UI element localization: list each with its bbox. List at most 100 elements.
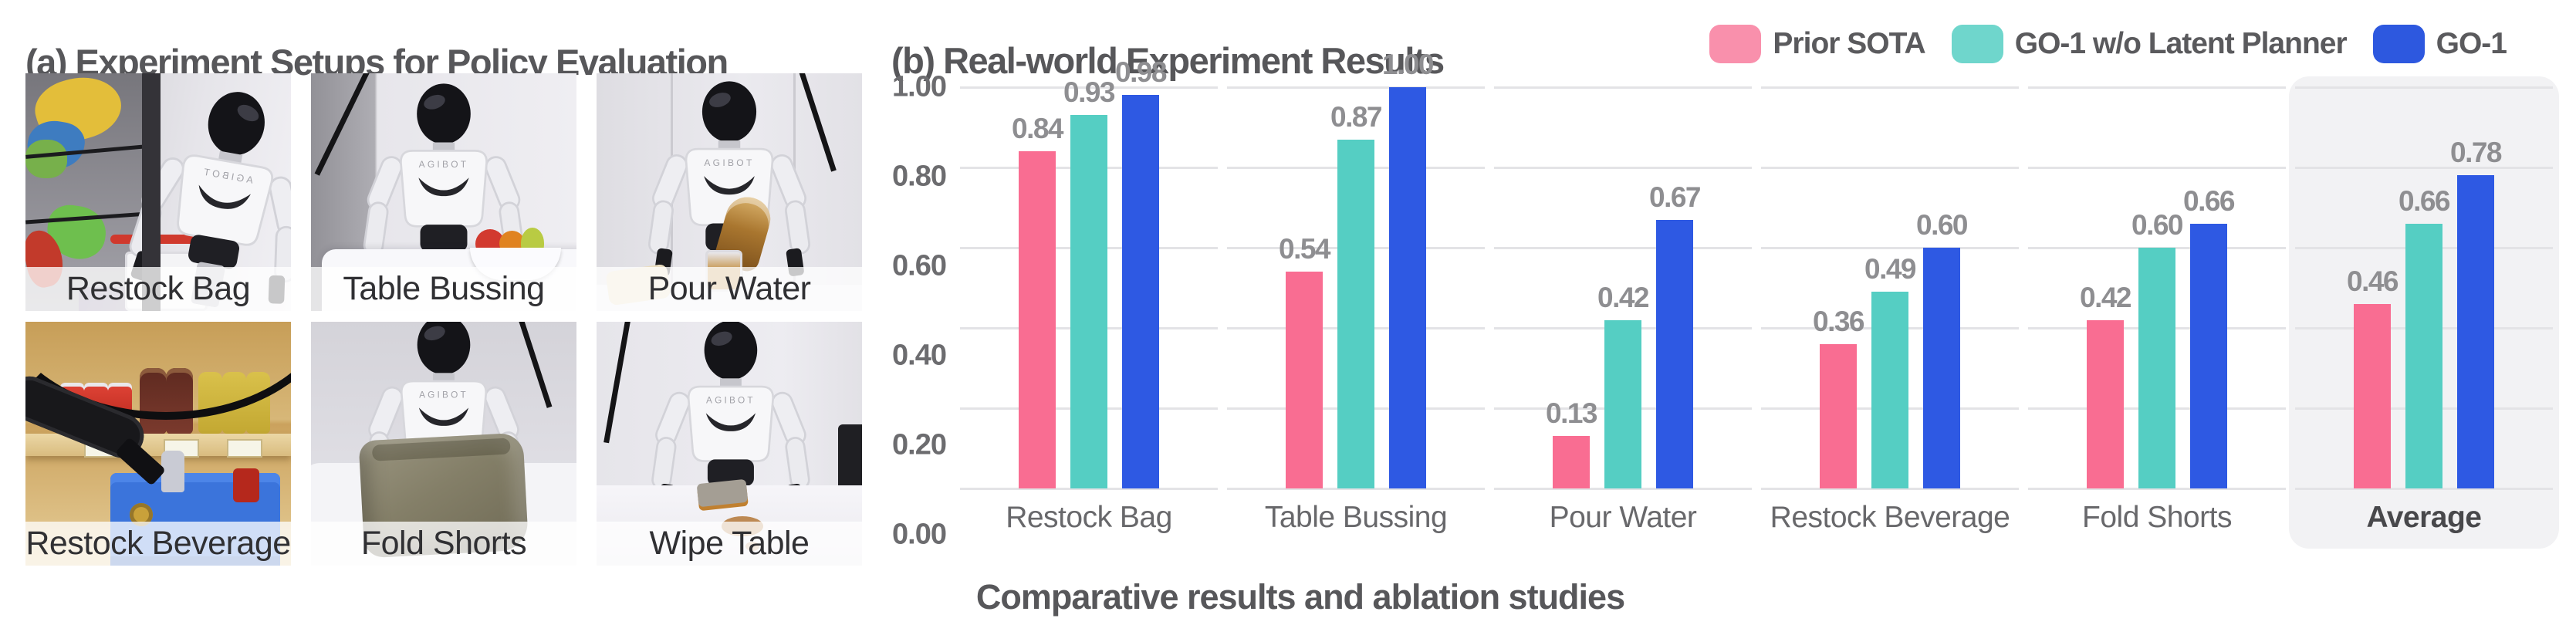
- bar-go-1-pour-water: 0.67: [1649, 181, 1702, 488]
- cable-decor: [25, 322, 291, 421]
- plot-area: 0.84 0.93 0.98 Restock Bag 0.54 0.87 1.00 Table…: [960, 49, 2559, 549]
- category-grid: 0.42 0.60 0.66: [2028, 86, 2286, 490]
- bar-value-label: 0.78: [2449, 137, 2503, 169]
- legend-swatch: [1709, 25, 1762, 63]
- gridline: [2295, 86, 2553, 89]
- gridline: [960, 487, 1218, 490]
- photo-label: Table Bussing: [311, 267, 576, 311]
- chart-legend: Prior SOTA GO-1 w/o Latent Planner GO-1: [1709, 25, 2507, 63]
- y-tick-label: 0.00: [892, 518, 947, 551]
- category-panel-restock-beverage: 0.36 0.49 0.60 Restock Beverage: [1761, 86, 2019, 535]
- bar-go-1-w-o-latent-planner-restock-bag: 0.93: [1063, 76, 1116, 488]
- bar-go-1-w-o-latent-planner-table-bussing: 0.87: [1330, 101, 1383, 488]
- bar-value-label: 0.54: [1278, 233, 1331, 265]
- category-label: Restock Bag: [1006, 501, 1172, 534]
- photo-restock-bag: Restock Bag: [25, 73, 291, 311]
- photo-pour-water: Pour Water: [597, 73, 862, 311]
- bar-value-label: 0.67: [1648, 181, 1702, 213]
- bar-prior-sota-restock-bag: 0.84: [1012, 113, 1064, 488]
- y-tick-label: 1.00: [892, 70, 947, 103]
- y-tick-label: 0.80: [892, 160, 947, 193]
- gridline: [1761, 86, 2019, 89]
- bar-prior-sota-pour-water: 0.13: [1546, 397, 1598, 488]
- y-tick-label: 0.40: [892, 339, 947, 372]
- panel-b-title: (b) Real-world Experiment Results: [891, 40, 1445, 81]
- bar-go-1-restock-beverage: 0.60: [1916, 209, 1969, 488]
- category-label: Table Bussing: [1264, 501, 1448, 534]
- category-panel-pour-water: 0.13 0.42 0.67 Pour Water: [1494, 86, 1752, 535]
- legend-label: Prior SOTA: [1773, 27, 1925, 60]
- bar-prior-sota-table-bussing: 0.54: [1279, 233, 1331, 488]
- waistband-decor: [371, 438, 511, 461]
- category-label: Fold Shorts: [2082, 501, 2232, 534]
- bar-group: 0.36 0.49 0.60: [1761, 87, 2019, 488]
- bar-value-label: 0.84: [1011, 113, 1064, 145]
- bar-go-1-average: 0.78: [2450, 137, 2503, 488]
- gridline: [960, 86, 1218, 89]
- gridline: [1494, 86, 1752, 89]
- gridline: [1761, 246, 2019, 249]
- gridline: [2028, 166, 2286, 169]
- legend-label: GO-1 w/o Latent Planner: [2014, 27, 2348, 60]
- bar-go-1-table-bussing: 1.00: [1382, 49, 1435, 488]
- bar-chart: 1.00 0.80 0.60 0.40 0.20 0.00 0.84 0.93 0.98 Res…: [872, 49, 2559, 551]
- category-grid: 0.84 0.93 0.98: [960, 56, 1218, 490]
- gridline: [1227, 86, 1485, 89]
- bar-value-label: 0.46: [2346, 265, 2399, 297]
- category-label: Restock Beverage: [1770, 501, 2010, 534]
- photo-label: Restock Beverage: [25, 522, 291, 566]
- crate-can-decor: [232, 468, 259, 502]
- legend-item-go-1-w-o-latent-planner: GO-1 w/o Latent Planner: [1951, 25, 2348, 63]
- category-grid: 0.54 0.87 1.00: [1227, 49, 1485, 490]
- bar-value-label: 0.49: [1864, 253, 1917, 286]
- snack-bag-decor: [25, 140, 67, 178]
- bar-value-label: 0.13: [1545, 397, 1598, 430]
- bar-value-label: 0.93: [1063, 76, 1116, 109]
- bar-go-1-fold-shorts: 0.66: [2183, 185, 2236, 488]
- bar-value-label: 0.36: [1812, 305, 1865, 337]
- gridline: [2028, 487, 2286, 490]
- bar-value-label: 0.66: [2182, 184, 2236, 217]
- photo-fold-shorts: Fold Shorts: [311, 322, 576, 566]
- photo-wipe-table: Wipe Table: [597, 322, 862, 566]
- photo-grid: Restock Bag Table Bussing Pour Water: [25, 73, 862, 566]
- photo-label: Restock Bag: [25, 267, 291, 311]
- category-panel-fold-shorts: 0.42 0.60 0.66 Fold Shorts: [2028, 86, 2286, 535]
- legend-item-prior-sota: Prior SOTA: [1709, 25, 1926, 63]
- bar-value-label: 0.42: [2079, 281, 2132, 313]
- bar-group: 0.46 0.66 0.78: [2295, 87, 2553, 488]
- price-tag-decor: [227, 438, 263, 458]
- category-panel-restock-bag: 0.84 0.93 0.98 Restock Bag: [960, 56, 1218, 535]
- category-panel-average: 0.46 0.66 0.78 Average: [2289, 76, 2559, 549]
- photo-label: Fold Shorts: [311, 522, 576, 566]
- bar-value-label: 0.98: [1114, 56, 1168, 89]
- bar-value-label: 1.00: [1381, 49, 1435, 80]
- gridline: [2295, 166, 2553, 169]
- crate-bottle-decor: [161, 451, 185, 493]
- gridline: [2028, 86, 2286, 89]
- gridline: [1227, 487, 1485, 490]
- category-panel-table-bussing: 0.54 0.87 1.00 Table Bussing: [1227, 49, 1485, 535]
- bar-value-label: 0.66: [2398, 184, 2451, 217]
- y-tick-label: 0.60: [892, 249, 947, 282]
- bar-group: 0.42 0.60 0.66: [2028, 87, 2286, 488]
- bar-prior-sota-restock-beverage: 0.36: [1813, 306, 1865, 488]
- legend-swatch: [1951, 25, 2003, 63]
- bar-go-1-w-o-latent-planner-restock-beverage: 0.49: [1864, 253, 1917, 488]
- gridline: [1494, 166, 1752, 169]
- bar-go-1-restock-bag: 0.98: [1115, 56, 1168, 488]
- bar-group: 0.13 0.42 0.67: [1494, 87, 1752, 488]
- chart-caption: Comparative results and ablation studies: [975, 577, 1625, 617]
- bar-group: 0.54 0.87 1.00: [1227, 49, 1485, 488]
- category-label: Pour Water: [1549, 501, 1697, 534]
- legend-item-go-1: GO-1: [2372, 25, 2507, 63]
- legend-label: GO-1: [2436, 27, 2507, 60]
- bar-prior-sota-fold-shorts: 0.42: [2080, 282, 2132, 488]
- bar-group: 0.84 0.93 0.98: [960, 56, 1218, 488]
- photo-label: Pour Water: [597, 267, 862, 311]
- category-label: Average: [2366, 501, 2482, 534]
- legend-swatch: [2372, 25, 2425, 63]
- category-grid: 0.36 0.49 0.60: [1761, 86, 2019, 490]
- y-axis: 1.00 0.80 0.60 0.40 0.20 0.00: [872, 71, 947, 551]
